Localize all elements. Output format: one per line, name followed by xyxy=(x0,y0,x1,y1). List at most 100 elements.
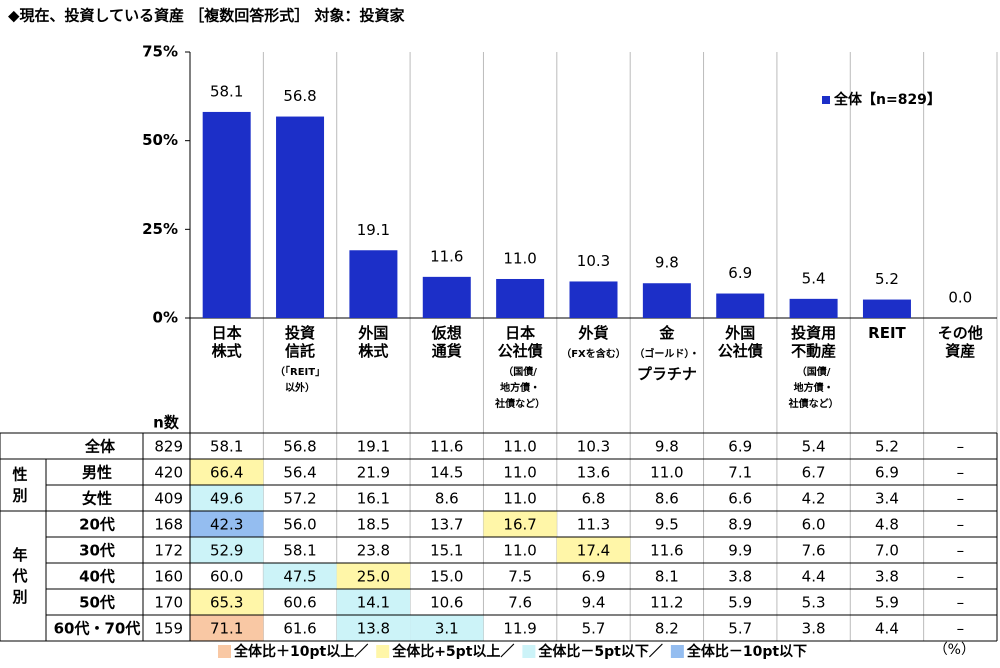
table-cell: 25.0 xyxy=(357,568,390,586)
row-label: 全体 xyxy=(84,438,116,456)
table-cell: 58.1 xyxy=(283,542,316,560)
x-tick-label: プラチナ xyxy=(637,365,697,383)
table-cell: 47.5 xyxy=(283,568,316,586)
row-label: 20代 xyxy=(79,516,115,534)
table-cell: 7.0 xyxy=(875,542,899,560)
category-note: （国債/地方債・社債など） xyxy=(494,365,545,410)
table-cell: 5.4 xyxy=(802,438,826,456)
table-cell: – xyxy=(957,594,965,612)
table-cell: 15.0 xyxy=(430,568,463,586)
table-cell: 3.8 xyxy=(728,568,752,586)
table-cell: 8.9 xyxy=(728,516,752,534)
cell-highlight xyxy=(410,615,484,641)
table-cell: 8.1 xyxy=(655,568,679,586)
table-cell: 6.9 xyxy=(728,438,752,456)
table-cell: – xyxy=(957,516,965,534)
n-cell: 170 xyxy=(154,594,183,612)
n-cell: 172 xyxy=(154,542,183,560)
cell-highlight xyxy=(336,615,411,641)
y-tick-label: 75% xyxy=(142,43,178,61)
table-cell: 11.0 xyxy=(650,464,683,482)
table-cell: 15.1 xyxy=(430,542,463,560)
x-tick-label: 外国株式 xyxy=(357,324,388,360)
n-cell: 420 xyxy=(154,464,183,482)
bar xyxy=(202,111,251,319)
legend-swatch xyxy=(218,645,231,658)
bar xyxy=(569,281,618,318)
row-label: 50代 xyxy=(79,594,115,612)
table-cell: 8.6 xyxy=(435,490,459,508)
row-label: 40代 xyxy=(79,568,115,586)
table-cell: 7.6 xyxy=(802,542,826,560)
n-cell: 168 xyxy=(154,516,183,534)
category-note: （国債/地方債・社債など） xyxy=(788,365,839,410)
value-label: 10.3 xyxy=(577,252,610,270)
y-tick-label: 25% xyxy=(142,220,178,238)
table-cell: 6.7 xyxy=(802,464,826,482)
table-cell: 4.4 xyxy=(875,620,899,638)
category-note: （ゴールド）・ xyxy=(634,347,699,360)
row-label: 男性 xyxy=(82,464,112,482)
chart-title: ◆現在、投資している資産 ［複数回答形式］ 対象：投資家 xyxy=(8,7,405,25)
cell-highlight xyxy=(263,563,337,589)
x-tick-label: REIT xyxy=(868,324,906,342)
table-cell: 14.1 xyxy=(357,594,390,612)
table-cell: 56.8 xyxy=(283,438,316,456)
table-cell: 11.6 xyxy=(430,438,463,456)
table-cell: 5.3 xyxy=(802,594,826,612)
cell-highlight xyxy=(190,589,264,615)
table-cell: 6.0 xyxy=(802,516,826,534)
table-cell: 21.9 xyxy=(357,464,390,482)
table-cell: 60.6 xyxy=(283,594,316,612)
table-cell: 9.5 xyxy=(655,516,679,534)
table-cell: 4.8 xyxy=(875,516,899,534)
table-cell: 8.6 xyxy=(655,490,679,508)
x-tick-label: 日本株式 xyxy=(212,324,242,360)
x-tick-label: 金 xyxy=(658,324,675,342)
cell-highlight xyxy=(190,459,264,485)
table-cell: 57.2 xyxy=(283,490,316,508)
cell-highlight xyxy=(336,589,411,615)
row-label: 60代・70代 xyxy=(54,620,141,638)
table-cell: 18.5 xyxy=(357,516,390,534)
table-cell: 5.2 xyxy=(875,438,899,456)
table-cell: 5.7 xyxy=(582,620,606,638)
x-tick-label: 投資信託 xyxy=(285,324,315,360)
value-label: 11.6 xyxy=(430,247,463,265)
x-tick-label: 投資用不動産 xyxy=(791,324,836,360)
value-label: 19.1 xyxy=(357,221,390,239)
table-cell: 4.4 xyxy=(802,568,826,586)
n-cell: 829 xyxy=(154,438,183,456)
table-cell: – xyxy=(957,464,965,482)
table-cell: 5.9 xyxy=(728,594,752,612)
table-cell: 8.2 xyxy=(655,620,679,638)
y-tick-label: 0% xyxy=(153,309,178,327)
table-cell: 6.9 xyxy=(582,568,606,586)
legend-label: 全体比－5pt以下／ xyxy=(537,643,662,660)
category-note: （「REIT」以外） xyxy=(275,365,325,394)
table-cell: 3.1 xyxy=(435,620,459,638)
n-cell: 159 xyxy=(154,620,183,638)
table-cell: 11.0 xyxy=(503,464,536,482)
n-header: n数 xyxy=(153,414,180,432)
table-cell: 66.4 xyxy=(210,464,243,482)
table-cell: 9.8 xyxy=(655,438,679,456)
group-label: 性別 xyxy=(11,465,27,504)
bar xyxy=(496,278,545,318)
table-cell: 56.4 xyxy=(283,464,316,482)
table-cell: 16.1 xyxy=(357,490,390,508)
legend-swatch xyxy=(822,96,830,104)
table-cell: 71.1 xyxy=(210,620,243,638)
cell-highlight xyxy=(190,485,264,511)
row-label: 30代 xyxy=(79,542,115,560)
legend-swatch xyxy=(376,645,390,658)
table-cell: 65.3 xyxy=(210,594,243,612)
table-cell: 19.1 xyxy=(357,438,390,456)
table-cell: 7.6 xyxy=(508,594,532,612)
table-cell: 56.0 xyxy=(283,516,316,534)
bar xyxy=(349,250,398,318)
value-label: 5.2 xyxy=(875,270,899,288)
cell-highlight xyxy=(190,615,264,641)
